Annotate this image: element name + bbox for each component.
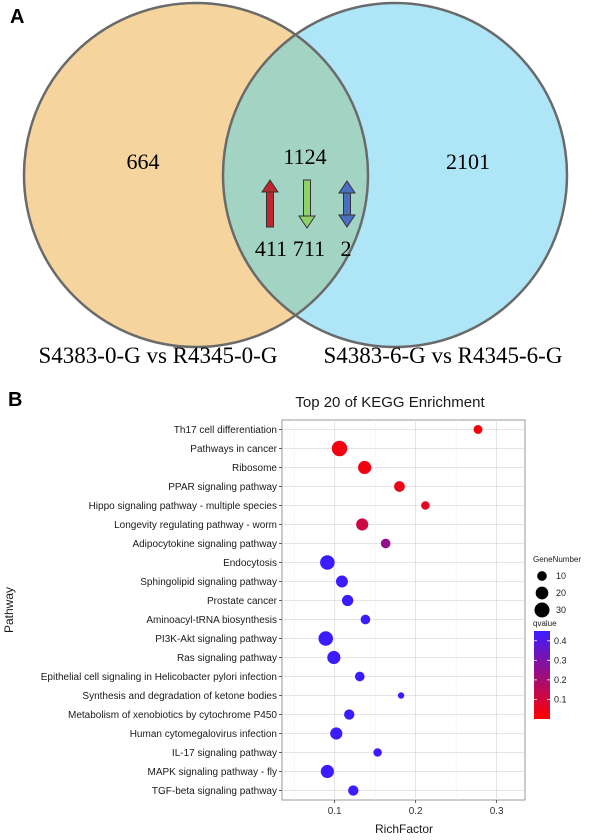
data-points — [318, 425, 483, 796]
y-tick-label: Prostate cancer — [207, 596, 278, 607]
venn-set-label-left: S4383-0-G vs R4345-0-G — [39, 343, 278, 368]
color-legend-label: 0.2 — [554, 675, 567, 685]
data-point — [330, 727, 343, 740]
panel-label-b: B — [8, 389, 23, 411]
venn-set-label-right: S4383-6-G vs R4345-6-G — [324, 343, 563, 368]
x-tick-label: 0.2 — [409, 806, 423, 817]
color-legend-label: 0.3 — [554, 655, 567, 665]
venn-diagram: 664 2101 1124 411 711 2 S4383-0-G vs R43… — [22, 1, 569, 368]
data-point — [320, 764, 334, 779]
y-tick-label: Human cytomegalovirus infection — [130, 729, 277, 740]
y-tick-label: TGF-beta signaling pathway — [152, 786, 277, 797]
y-tick-labels: Th17 cell differentiation Pathways in can… — [41, 425, 278, 797]
double-arrow-icon — [338, 180, 356, 228]
y-tick-label: Sphingolipid signaling pathway — [140, 577, 277, 588]
y-tick-label: PPAR signaling pathway — [168, 482, 277, 493]
venn-both-count: 2 — [341, 236, 352, 261]
y-tick-label: Synthesis and degradation of ketone bodi… — [82, 691, 277, 702]
data-point — [327, 650, 341, 665]
data-point — [380, 538, 391, 549]
color-legend: qvalue 0.4 0.3 0.2 0.1 — [533, 619, 567, 719]
grid-lines — [279, 420, 525, 800]
size-legend-label: 10 — [556, 571, 566, 581]
x-axis-label: RichFactor — [375, 822, 433, 836]
venn-intersection-total: 1124 — [283, 144, 326, 169]
data-point — [421, 501, 430, 510]
data-point — [360, 614, 371, 625]
down-arrow-icon — [298, 179, 316, 229]
data-point — [358, 460, 372, 475]
y-tick-label: Longevity regulating pathway - worm — [114, 520, 277, 531]
venn-circle-left-outline — [22, 1, 370, 349]
panel-label-a: A — [10, 6, 25, 28]
y-tick-label: PI3K-Akt signaling pathway — [155, 634, 277, 645]
color-legend-label: 0.4 — [554, 636, 567, 646]
data-point — [335, 575, 348, 588]
color-legend-title: qvalue — [533, 619, 557, 628]
y-tick-label: Metabolism of xenobiotics by cytochrome … — [68, 710, 277, 721]
size-legend: GeneNumber 10 20 30 — [533, 555, 581, 618]
data-point — [348, 785, 359, 796]
data-point — [318, 631, 334, 646]
up-arrow-icon — [261, 179, 279, 228]
venn-circle-right-outline — [221, 1, 569, 349]
data-point — [356, 518, 369, 531]
kegg-dot-plot: Top 20 of KEGG Enrichment Th17 cell diff… — [2, 394, 581, 836]
size-legend-title: GeneNumber — [533, 555, 581, 564]
data-point — [394, 481, 405, 492]
size-legend-label: 30 — [556, 605, 566, 615]
size-legend-label: 20 — [556, 588, 566, 598]
y-tick-label: Th17 cell differentiation — [174, 425, 277, 436]
y-tick-label: MAPK signaling pathway - fly — [147, 767, 277, 778]
data-point — [354, 671, 365, 682]
x-tick-label: 0.1 — [328, 806, 342, 817]
plot-panel — [281, 419, 526, 801]
size-legend-dot — [534, 602, 550, 618]
color-legend-label: 0.1 — [554, 694, 567, 704]
y-tick-label: Ribosome — [232, 463, 277, 474]
venn-overlap — [223, 3, 368, 347]
data-point — [331, 440, 348, 457]
venn-down-count: 711 — [293, 236, 325, 261]
x-tick-label: 0.3 — [490, 806, 504, 817]
data-point — [344, 709, 355, 720]
y-tick-label: Pathways in cancer — [190, 444, 277, 455]
y-tick-label: IL-17 signaling pathway — [172, 748, 277, 759]
y-tick-label: Aminoacyl-tRNA biosynthesis — [146, 615, 277, 626]
venn-unique-left: 664 — [127, 149, 160, 174]
venn-up-count: 411 — [255, 236, 287, 261]
venn-unique-right: 2101 — [446, 149, 490, 174]
size-legend-dot — [535, 586, 549, 600]
y-tick-label: Adipocytokine signaling pathway — [132, 539, 277, 550]
y-tick-label: Ras signaling pathway — [177, 653, 277, 664]
data-point — [397, 692, 405, 699]
data-point — [320, 555, 335, 570]
size-legend-dot — [537, 571, 547, 581]
y-tick-label: Endocytosis — [223, 558, 277, 569]
color-legend-bar — [534, 631, 550, 719]
data-point — [373, 748, 382, 757]
data-point — [473, 425, 483, 434]
y-tick-label: Epithelial cell signaling in Helicobacte… — [41, 672, 277, 683]
y-axis-label: Pathway — [2, 587, 16, 633]
y-tick-label: Hippo signaling pathway - multiple speci… — [89, 501, 277, 512]
data-point — [341, 594, 354, 607]
chart-title: Top 20 of KEGG Enrichment — [295, 394, 485, 411]
x-tick-labels: 0.1 0.2 0.3 — [328, 800, 504, 817]
